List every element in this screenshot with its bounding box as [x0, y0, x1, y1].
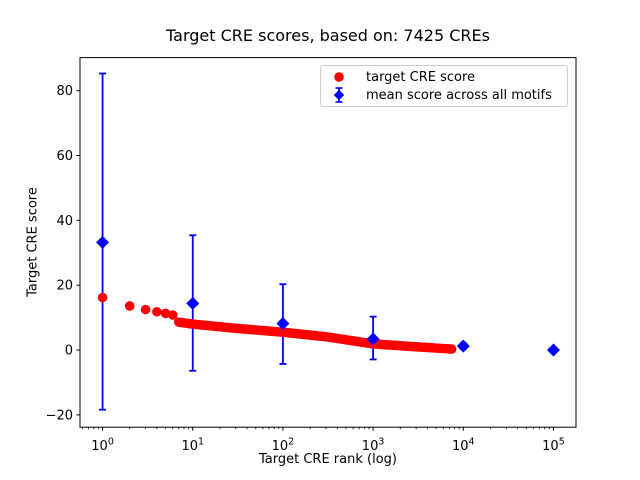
red-scatter-point: [124, 301, 135, 311]
y-tick-label: 20: [56, 279, 73, 294]
legend: target CRE score mean score across all m…: [320, 65, 568, 107]
x-tick-label: 102: [272, 437, 295, 455]
red-scatter-point: [160, 308, 171, 319]
legend-label-target-score: target CRE score: [366, 69, 476, 85]
legend-entry-target-score: target CRE score: [321, 68, 567, 86]
x-tick-label: 104: [452, 437, 475, 455]
chart-title: Target CRE scores, based on: 7425 CREs: [166, 26, 490, 45]
red-scatter-point: [152, 306, 162, 317]
red-scatter-point: [167, 310, 178, 320]
blue-mean-diamond: [366, 332, 380, 346]
x-tick-label: 101: [181, 437, 204, 455]
y-tick-label: 60: [56, 149, 73, 164]
x-tick-label: 100: [91, 437, 114, 455]
x-axis-label: Target CRE rank (log): [259, 452, 397, 467]
axes-spines: [79, 57, 577, 428]
y-tick-label: 40: [56, 214, 73, 229]
red-scatter-point: [97, 292, 108, 303]
blue-diamond-errorbar-icon: [321, 86, 357, 104]
blue-mean-diamond: [186, 296, 200, 310]
y-tick-label: −20: [46, 408, 73, 423]
red-circle-icon: [321, 70, 357, 84]
blue-mean-diamond: [456, 339, 470, 353]
red-scatter-point: [446, 344, 457, 354]
red-scatter-point: [140, 304, 151, 315]
x-tick-label: 103: [362, 437, 385, 455]
y-tick-label: 0: [65, 344, 73, 359]
y-tick-label: 80: [56, 84, 73, 99]
legend-entry-mean-score: mean score across all motifs: [321, 86, 567, 104]
blue-mean-diamond: [546, 343, 560, 357]
blue-mean-diamond: [96, 235, 110, 249]
x-tick-label: 105: [542, 437, 565, 455]
blue-mean-diamond: [276, 316, 290, 330]
legend-label-mean-score: mean score across all motifs: [366, 87, 552, 103]
